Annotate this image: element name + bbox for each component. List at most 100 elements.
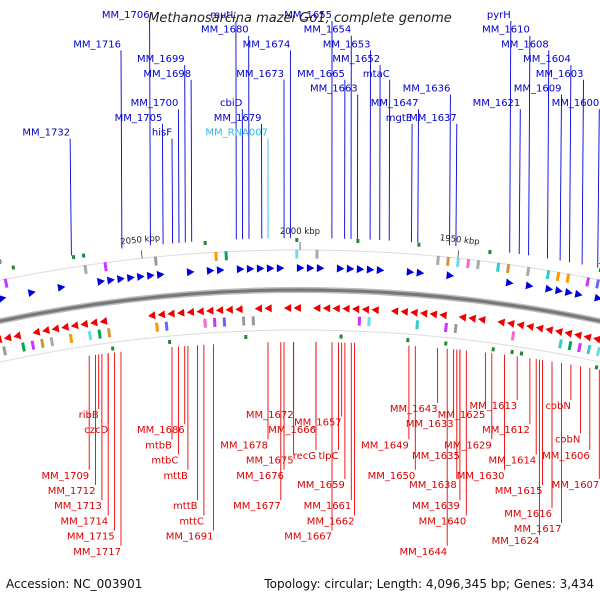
gene-label: MM_1715: [67, 532, 115, 543]
cog-block: [83, 264, 88, 275]
gene-arrow: [186, 307, 195, 316]
cog-block: [222, 317, 227, 327]
cog-block: [417, 242, 421, 247]
gene-arrow: [206, 266, 215, 275]
gene-arrow: [446, 271, 455, 280]
gene-label: MM_1662: [307, 516, 355, 527]
cog-block: [212, 317, 217, 328]
gene-arrow: [206, 306, 214, 315]
gene-label: MM_1700: [131, 98, 179, 109]
gene-arrow: [51, 324, 60, 333]
cog-block: [567, 340, 573, 351]
gene-arrow: [0, 295, 7, 303]
gene-label: MM_1699: [137, 54, 185, 65]
gene-arrow: [266, 264, 275, 273]
gene-arrow: [276, 264, 285, 273]
gene-arrow: [225, 305, 233, 314]
gene-arrow: [157, 310, 166, 319]
gene-label: MM_1640: [419, 516, 467, 527]
gene-label: MM_1666: [268, 425, 316, 436]
forward-gene-labels: MM_1789rps27eMM_1783MM_1807MM_1780MM_177…: [22, 10, 599, 139]
cog-block: [436, 255, 440, 266]
gene-arrow: [293, 304, 301, 312]
gene-arrow: [80, 319, 89, 328]
gene-arrow: [126, 274, 135, 283]
gene-arrow: [497, 318, 506, 327]
gene-arrow: [416, 268, 425, 277]
gene-arrow: [535, 324, 544, 333]
leader-line: [171, 138, 174, 244]
gene-arrow: [306, 264, 315, 272]
gene-arrow: [264, 304, 272, 313]
cog-block: [586, 344, 592, 355]
gene-arrow: [99, 317, 108, 325]
leader-line: [455, 123, 458, 247]
gene-arrow: [361, 305, 370, 314]
gene-label: mttB: [173, 501, 198, 512]
cog-block: [595, 346, 600, 357]
gene-label: mutL: [210, 10, 236, 21]
tick-mark: [140, 250, 143, 259]
gene-arrow: [525, 281, 534, 290]
cog-block: [519, 351, 524, 356]
gene-arrow: [410, 308, 418, 317]
leader-line: [569, 65, 572, 263]
gene-label: MM_1676: [236, 471, 284, 482]
gene-arrow: [506, 320, 515, 328]
gene-label: MM_1673: [236, 69, 284, 80]
gene-label: MM_1636: [403, 84, 451, 95]
gene-label: MM_1638: [409, 480, 457, 491]
gene-label: MM_1709: [41, 471, 89, 482]
gene-label: MM_1665: [297, 69, 345, 80]
gene-label: MM_1714: [60, 516, 108, 527]
cog-block: [444, 322, 448, 333]
accession-text: Accession: NC_003901: [6, 577, 142, 591]
cog-block: [295, 249, 299, 259]
gene-arrow: [256, 264, 265, 273]
gene-arrow: [156, 270, 165, 279]
leader-line: [597, 109, 600, 268]
cog-block: [444, 341, 448, 346]
gene-label: mttB: [163, 471, 188, 482]
gene-label: MM_1624: [492, 536, 540, 547]
gene-label: MM_1604: [523, 54, 571, 65]
gene-arrow: [236, 265, 245, 274]
cog-block: [558, 339, 563, 349]
cog-block: [491, 347, 495, 352]
cog-block: [594, 365, 599, 370]
gene-arrow: [594, 293, 600, 302]
tick-label: 2000 kbp: [280, 227, 320, 237]
tick-label: 2050 kbp: [120, 233, 161, 247]
leader-line: [559, 94, 562, 261]
cog-block: [11, 265, 16, 270]
cog-block: [2, 346, 7, 356]
leader-line: [417, 109, 419, 243]
cog-block: [339, 334, 343, 339]
cog-block: [97, 329, 102, 339]
gene-label: MM_1608: [501, 39, 549, 50]
gene-arrow: [32, 327, 41, 336]
cog-block: [510, 331, 516, 341]
cog-block: [167, 339, 172, 345]
cog-block: [356, 239, 360, 244]
gene-label: MM_1712: [48, 486, 96, 497]
gene-arrow: [146, 271, 155, 280]
gene-arrow: [316, 264, 325, 273]
gene-arrow: [186, 268, 195, 277]
gene-arrow: [322, 304, 331, 313]
gene-label: MM_1706: [102, 10, 150, 21]
gene-arrow: [516, 321, 525, 330]
gene-arrow: [400, 308, 409, 316]
gene-label: hisF: [152, 128, 172, 139]
gene-arrow: [246, 265, 255, 273]
leader-line: [581, 79, 584, 265]
gene-label: MM_1655: [284, 10, 332, 21]
rna-label: MM_RNA007: [205, 128, 268, 139]
cog-block: [456, 257, 460, 268]
gene-arrow: [545, 284, 554, 293]
reverse-gene-leaders: [88, 342, 600, 546]
gene-arrow: [57, 283, 66, 292]
cog-block: [203, 240, 207, 246]
cog-block: [545, 270, 551, 280]
leader-line: [161, 123, 164, 245]
